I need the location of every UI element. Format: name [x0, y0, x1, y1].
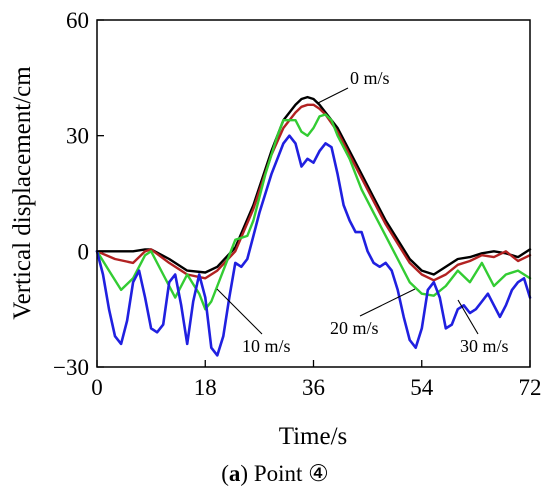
caption-label: a: [229, 461, 241, 486]
x-axis-title: Time/s: [279, 423, 348, 450]
x-tick-label: 54: [410, 375, 434, 400]
x-tick-label: 0: [91, 375, 103, 400]
annotation-leader: [317, 87, 349, 104]
series-line-0-m-s: [95, 95, 532, 276]
annotation-label: 0 m/s: [350, 68, 390, 88]
annotation-leader: [457, 299, 479, 335]
caption-text: Point ④: [248, 461, 329, 486]
y-tick-label: 30: [66, 124, 89, 149]
x-tick-label: 72: [519, 375, 542, 400]
y-tick-label: −30: [53, 355, 89, 380]
annotations: 0 m/s 10 m/s 20 m/s 30 m/s: [216, 68, 509, 356]
annotation-leader: [359, 288, 416, 317]
y-tick-label: 60: [66, 8, 89, 33]
x-tick-label: 36: [302, 375, 325, 400]
x-tick-label: 18: [194, 375, 217, 400]
series-line-20-m-s: [95, 113, 532, 311]
figure-caption: (a) Point ④: [221, 461, 329, 486]
series-lines: [95, 95, 532, 357]
series-line-10-m-s: [95, 103, 532, 282]
annotation-label: 30 m/s: [460, 336, 509, 356]
y-axis-title: Vertical displacement/cm: [9, 66, 36, 320]
plot-frame: [96, 19, 531, 368]
series-line-30-m-s: [95, 134, 532, 357]
annotation-leader: [216, 288, 263, 335]
y-tick-label: 0: [78, 239, 90, 264]
annotation-label: 10 m/s: [242, 336, 291, 356]
annotation-label: 20 m/s: [330, 318, 379, 338]
